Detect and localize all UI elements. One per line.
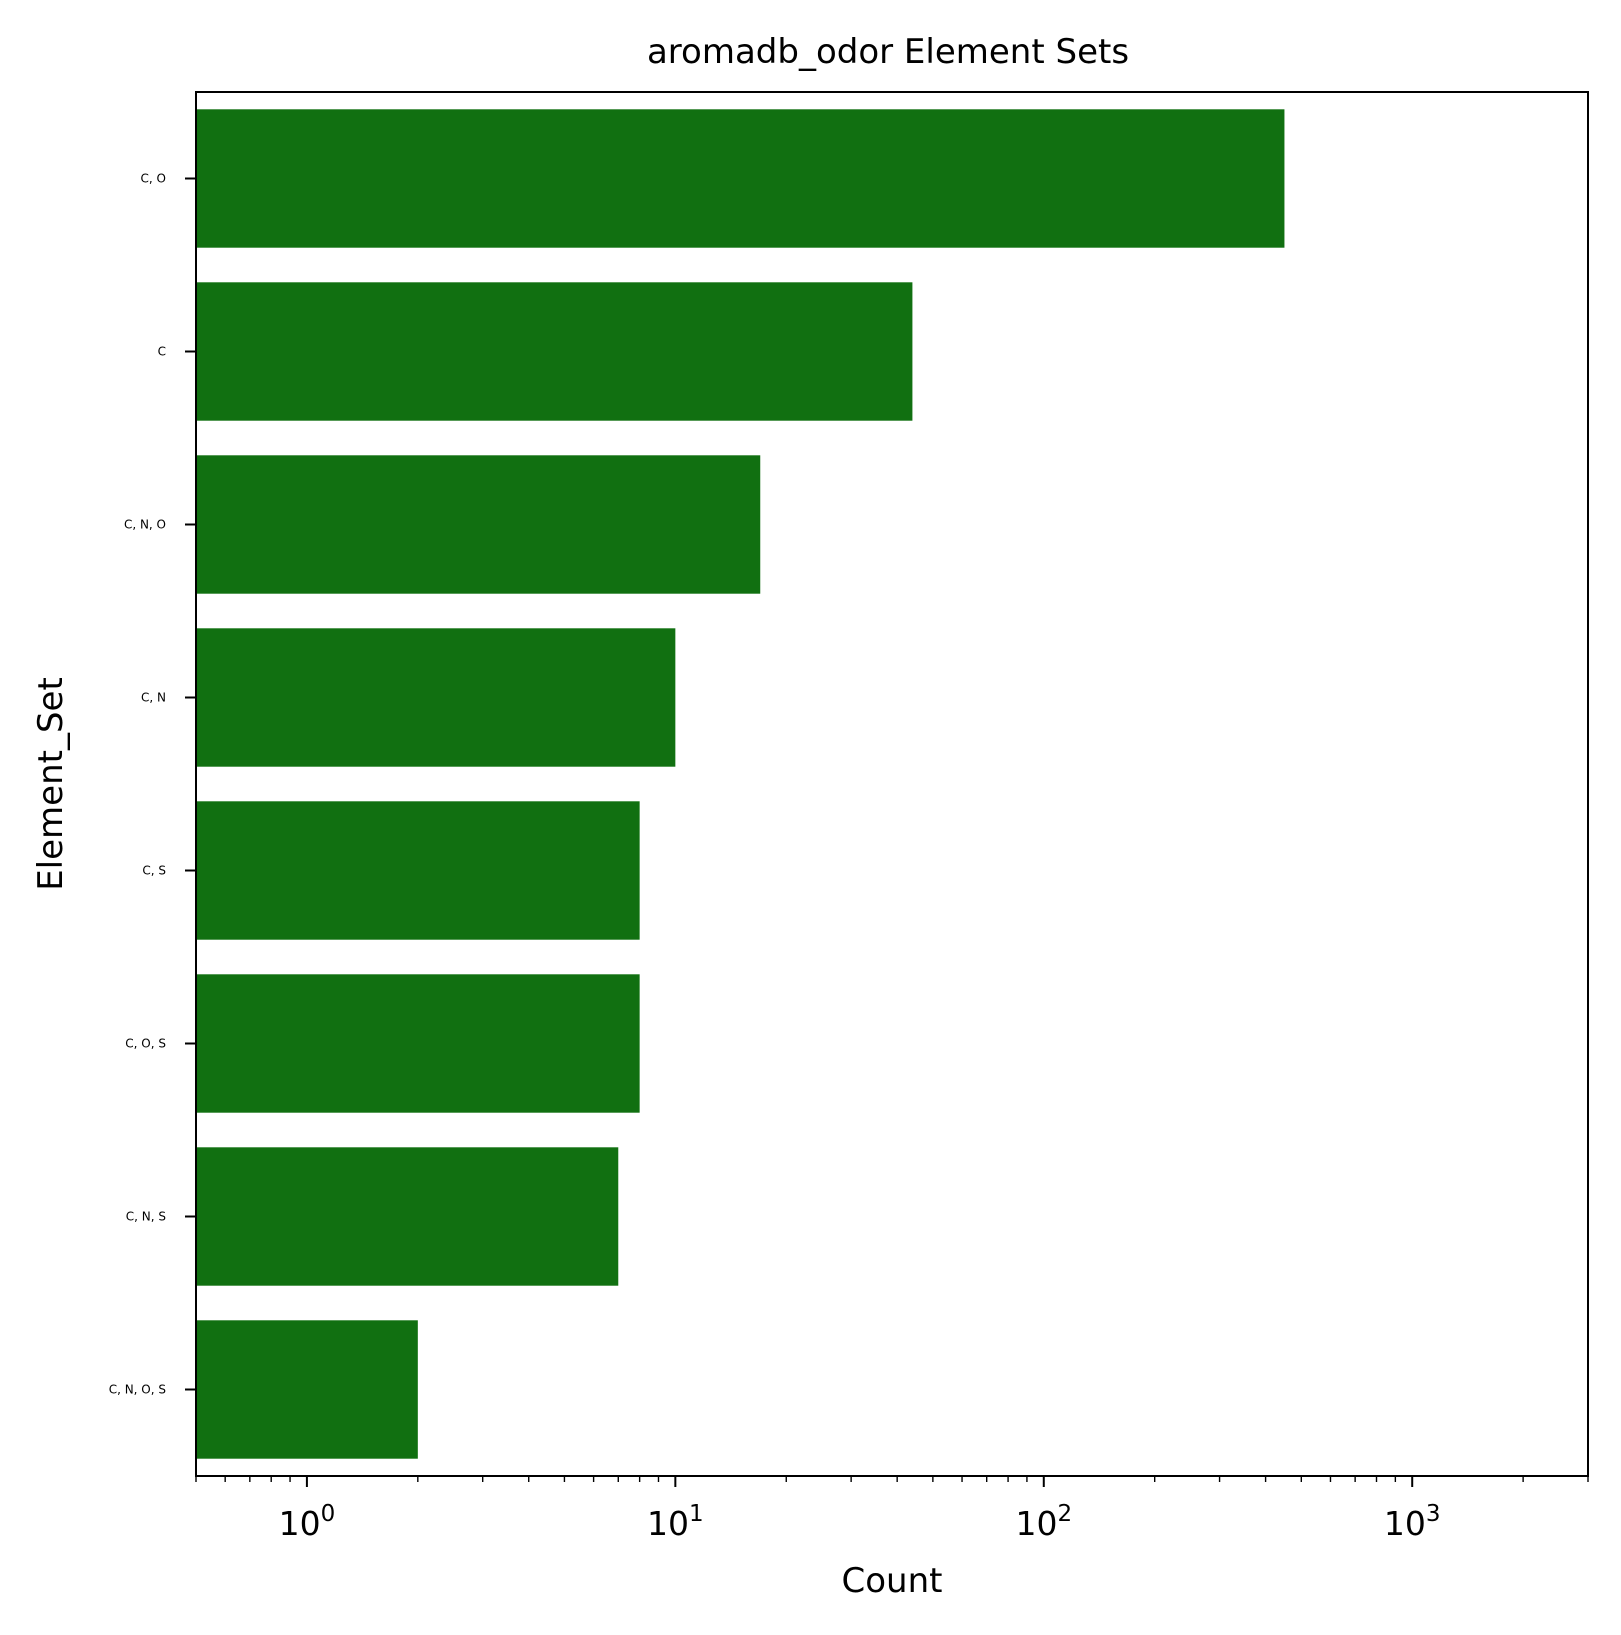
- x-tick-label: 100: [279, 1501, 336, 1543]
- y-tick-label: C, N: [141, 691, 166, 705]
- y-axis-ticks: C, O C C, N, O C, N C, S C, O, S C, N, S C, N, …: [109, 172, 196, 1397]
- bar-2: [196, 455, 761, 594]
- y-axis-label: Element_Set: [31, 677, 71, 891]
- plot-frame: [195, 91, 1589, 1477]
- bar-4: [196, 801, 640, 940]
- bar-3: [196, 628, 676, 767]
- x-axis-label: Count: [842, 1561, 943, 1601]
- chart-title: aromadb_odor Element Sets: [647, 32, 1129, 72]
- y-tick-label: C, N, O: [124, 518, 166, 532]
- y-tick-label: C: [158, 345, 166, 359]
- bar-5: [196, 974, 640, 1113]
- bars-group: [196, 109, 1285, 1459]
- bar-0: [196, 109, 1285, 248]
- y-tick-label: C, O, S: [125, 1037, 166, 1051]
- x-tick-label: 102: [1015, 1501, 1072, 1543]
- bar-1: [196, 282, 913, 421]
- y-tick-label: C, S: [142, 864, 166, 878]
- y-tick-label: C, N, O, S: [109, 1383, 166, 1397]
- y-tick-label: C, O: [141, 172, 166, 186]
- bar-7: [196, 1320, 418, 1459]
- y-tick-label: C, N, S: [126, 1210, 166, 1224]
- bar-6: [196, 1147, 619, 1286]
- x-axis-ticks: 100 101 102 103: [195, 1476, 1589, 1543]
- x-tick-label: 103: [1384, 1501, 1441, 1543]
- x-tick-label: 101: [647, 1501, 704, 1543]
